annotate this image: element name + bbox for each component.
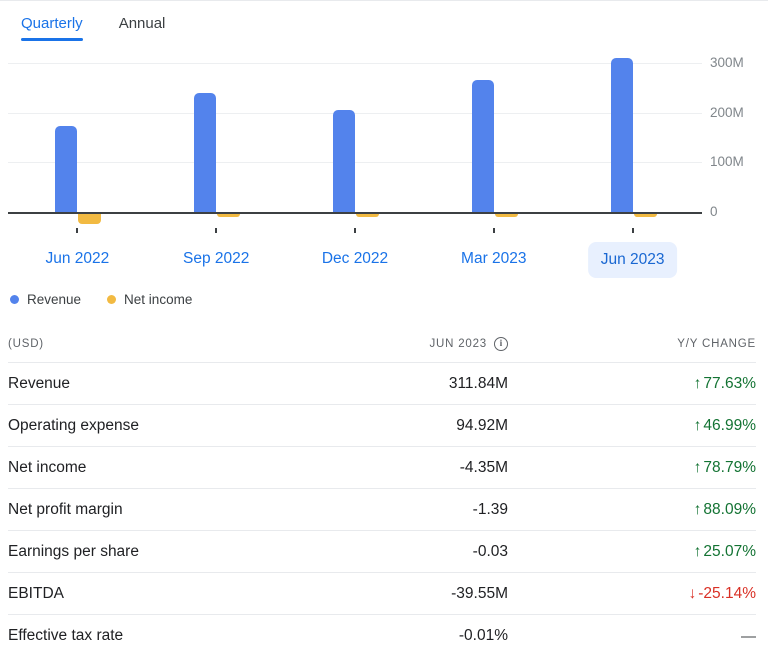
revenue-bar-dec-2022[interactable] bbox=[333, 109, 355, 212]
period-column-header: JUN 2023 i bbox=[348, 336, 508, 351]
y-axis-label-100M: 100M bbox=[710, 154, 744, 170]
net-income-bar-dec-2022[interactable] bbox=[356, 214, 379, 218]
net-income-bar-jun-2023[interactable] bbox=[633, 214, 657, 217]
metric-label: EBITDA bbox=[8, 584, 64, 602]
metric-value: 311.84M bbox=[448, 374, 508, 392]
metric-yy-change: ↑ 77.63% bbox=[693, 374, 756, 392]
table-row-revenue: Revenue 311.84M ↑ 77.63% bbox=[8, 363, 756, 405]
x-axis-label-jun-2023-selected[interactable]: Jun 2023 bbox=[587, 242, 678, 278]
table-row-earnings-per-share: Earnings per share -0.03 ↑ 25.07% bbox=[8, 531, 756, 573]
up-arrow-icon: ↑ bbox=[693, 458, 702, 476]
metric-label: Effective tax rate bbox=[8, 627, 124, 644]
revenue-bar-sep-2022[interactable] bbox=[194, 92, 217, 212]
table-row-ebitda: EBITDA -39.55M ↓ -25.14% bbox=[8, 573, 756, 615]
legend-item-revenue: Revenue bbox=[10, 292, 81, 307]
gridline-100M bbox=[8, 162, 702, 164]
financials-bar-chart: 300M 200M 100M 0 Jun 2022 Sep 2022 Dec 2022 Mar… bbox=[8, 50, 760, 282]
legend-item-net-income: Net income bbox=[107, 292, 192, 307]
gridline-300M bbox=[8, 63, 702, 65]
x-axis-tick-mar-2023 bbox=[492, 228, 495, 233]
x-axis-label-mar-2023[interactable]: Mar 2023 bbox=[461, 250, 527, 267]
up-arrow-icon: ↑ bbox=[693, 500, 702, 518]
x-axis-tick-jun-2022 bbox=[76, 228, 79, 233]
legend-dot-revenue bbox=[10, 295, 19, 304]
up-arrow-icon: ↑ bbox=[693, 374, 702, 392]
chart-legend: Revenue Net income bbox=[10, 292, 768, 307]
chart-plot-area bbox=[8, 50, 702, 226]
legend-label-net-income: Net income bbox=[124, 292, 193, 307]
x-axis-label-sep-2022[interactable]: Sep 2022 bbox=[183, 250, 250, 267]
info-icon[interactable]: i bbox=[494, 336, 508, 351]
revenue-bar-mar-2023[interactable] bbox=[471, 80, 494, 212]
metric-yy-change: ↓ -25.14% bbox=[688, 584, 756, 602]
y-axis-label-300M: 300M bbox=[710, 55, 744, 71]
x-axis-tick-jun-2023 bbox=[631, 228, 634, 233]
table-body: Revenue 311.84M ↑ 77.63% Operating expens… bbox=[8, 363, 756, 657]
up-arrow-icon: ↑ bbox=[693, 542, 702, 560]
metric-label: Net income bbox=[8, 458, 87, 476]
metric-yy-change: ↑ 46.99% bbox=[693, 416, 756, 434]
metric-yy-change: ↑ 25.07% bbox=[693, 542, 756, 560]
metric-label: Earnings per share bbox=[8, 542, 139, 560]
table-row-net-profit-margin: Net profit margin -1.39 ↑ 88.09% bbox=[8, 489, 756, 531]
metric-yy-change: — bbox=[741, 627, 756, 645]
net-income-bar-jun-2022[interactable] bbox=[78, 214, 102, 225]
gridline-200M bbox=[8, 112, 702, 114]
metric-label: Operating expense bbox=[8, 416, 139, 434]
yy-change-header: Y/Y CHANGE bbox=[677, 337, 756, 350]
metric-yy-change: ↑ 88.09% bbox=[693, 500, 756, 518]
metric-label: Revenue bbox=[8, 374, 71, 392]
period-header-label: JUN 2023 bbox=[429, 337, 487, 350]
table-header-row: (USD) JUN 2023 i Y/Y CHANGE bbox=[8, 325, 756, 363]
x-axis-tick-dec-2022 bbox=[354, 228, 356, 233]
gridline-0 bbox=[8, 212, 702, 214]
table-row-effective-tax-rate: Effective tax rate -0.01% — bbox=[8, 615, 756, 657]
metric-label: Net profit margin bbox=[8, 500, 123, 518]
tab-annual[interactable]: Annual bbox=[118, 15, 166, 32]
metric-yy-change: ↑ 78.79% bbox=[693, 458, 756, 476]
metric-value: -39.55M bbox=[451, 584, 508, 602]
net-income-bar-mar-2023[interactable] bbox=[494, 214, 518, 217]
x-axis-label-dec-2022[interactable]: Dec 2022 bbox=[321, 250, 389, 267]
metric-value: -1.39 bbox=[472, 500, 508, 518]
legend-dot-net-income bbox=[107, 295, 117, 304]
y-axis-label-0: 0 bbox=[710, 204, 718, 219]
net-income-bar-sep-2022[interactable] bbox=[217, 214, 241, 217]
legend-label-revenue: Revenue bbox=[27, 292, 82, 307]
metric-value: 94.92M bbox=[456, 416, 508, 434]
x-axis-label-jun-2022[interactable]: Jun 2022 bbox=[45, 250, 110, 267]
metric-value: -0.01% bbox=[458, 627, 508, 644]
metric-value: -4.35M bbox=[459, 458, 508, 476]
table-row-net-income: Net income -4.35M ↑ 78.79% bbox=[8, 447, 756, 489]
tab-quarterly[interactable]: Quarterly bbox=[21, 15, 83, 41]
metric-value: -0.03 bbox=[472, 542, 508, 560]
y-axis-label-200M: 200M bbox=[710, 104, 744, 120]
down-arrow-icon: ↓ bbox=[688, 584, 697, 602]
table-row-operating-expense: Operating expense 94.92M ↑ 46.99% bbox=[8, 405, 756, 447]
revenue-bar-jun-2023[interactable] bbox=[610, 57, 633, 212]
period-tabs: Quarterly Annual bbox=[0, 1, 768, 41]
revenue-bar-jun-2022[interactable] bbox=[55, 125, 78, 212]
currency-unit-header: (USD) bbox=[8, 337, 44, 350]
up-arrow-icon: ↑ bbox=[693, 416, 702, 434]
x-axis-tick-sep-2022 bbox=[215, 228, 218, 233]
financials-table: (USD) JUN 2023 i Y/Y CHANGE Revenue 311.… bbox=[8, 325, 756, 657]
